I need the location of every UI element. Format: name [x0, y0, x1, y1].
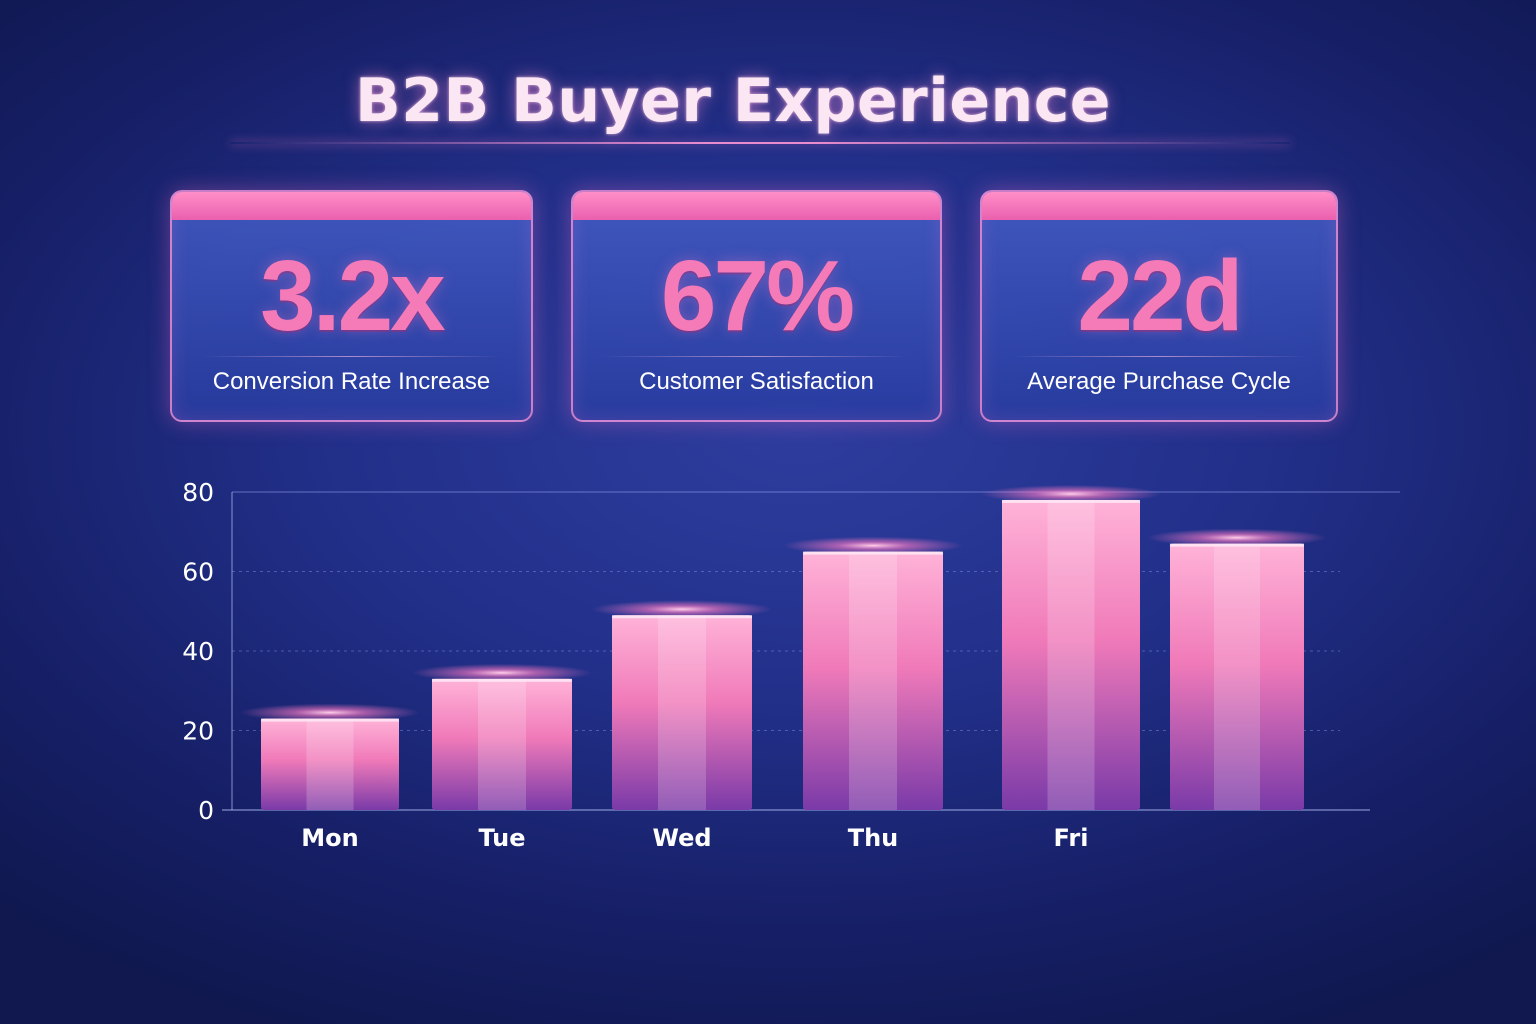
kpi-label: Conversion Rate Increase	[212, 368, 491, 395]
kpi-divider	[202, 356, 501, 357]
y-tick-label: 80	[182, 478, 214, 507]
kpi-divider	[603, 356, 910, 357]
kpi-card-conversion: 3.2x Conversion Rate Increase	[170, 190, 533, 422]
kpi-divider	[1012, 356, 1306, 357]
bar-glow	[412, 663, 592, 682]
kpi-value: 22d	[1077, 240, 1243, 352]
y-tick-label: 20	[182, 717, 214, 746]
x-tick-label: Thu	[848, 824, 899, 852]
x-tick-label: Mon	[301, 824, 358, 852]
bar-top-edge	[432, 678, 572, 682]
bar-highlight	[432, 678, 572, 810]
kpi-card-purchase-cycle: 22d Average Purchase Cycle	[980, 190, 1338, 422]
kpi-label: Customer Satisfaction	[639, 368, 874, 395]
page-title: B2B Buyer Experience	[355, 66, 1111, 136]
bar-glow	[981, 484, 1161, 503]
bar-highlight	[1002, 499, 1140, 810]
bar-highlight	[261, 718, 399, 810]
kpi-card-header-bar	[982, 192, 1336, 220]
bar-glow	[592, 600, 772, 619]
kpi-card-header-bar	[573, 192, 940, 220]
bar-highlight	[1170, 543, 1304, 810]
bar-glow	[1147, 528, 1327, 547]
y-tick-label: 40	[182, 637, 214, 666]
bar-top-edge	[1002, 499, 1140, 503]
kpi-card-satisfaction: 67% Customer Satisfaction	[571, 190, 942, 422]
title-underline	[230, 142, 1290, 144]
bar-top-edge	[1170, 543, 1304, 547]
kpi-value: 3.2x	[260, 240, 446, 352]
bar-glow	[240, 703, 420, 722]
bar-top-edge	[803, 551, 943, 555]
kpi-card-header-bar	[172, 192, 531, 220]
bar-top-edge	[612, 615, 752, 619]
bar-top-edge	[261, 718, 399, 722]
kpi-value: 67%	[660, 240, 855, 352]
x-tick-label: Fri	[1054, 824, 1089, 852]
bar-glow	[783, 536, 963, 555]
x-tick-label: Wed	[652, 824, 711, 852]
bar-highlight	[612, 615, 752, 810]
y-tick-label: 60	[182, 558, 214, 587]
kpi-label: Average Purchase Cycle	[1027, 368, 1291, 395]
x-tick-label: Tue	[478, 824, 525, 852]
y-tick-label: 0	[198, 796, 214, 825]
bar-highlight	[803, 551, 943, 810]
